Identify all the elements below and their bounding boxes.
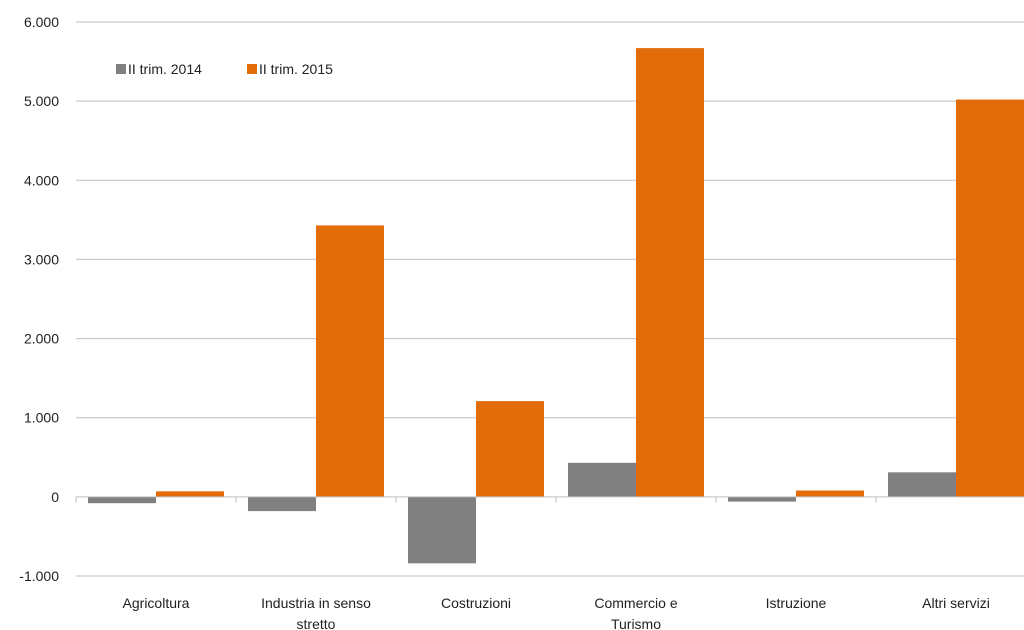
x-category-label: stretto	[297, 616, 336, 630]
legend-label: II trim. 2015	[259, 61, 333, 77]
y-tick-label: 5.000	[24, 93, 59, 109]
x-axis	[75, 496, 1024, 503]
bar-series-2014	[408, 496, 476, 564]
y-tick-label: 4.000	[24, 172, 59, 188]
bar-series-2014	[88, 496, 156, 504]
x-category-label: Turismo	[611, 616, 661, 630]
y-tick-label: 6.000	[24, 14, 59, 30]
y-axis-tick-labels: -1.000 0 1.000 2.000 3.000 4.000 5.000 6.000	[19, 14, 59, 584]
bar-series-2014	[248, 496, 316, 512]
y-tick-label: 1.000	[24, 410, 59, 426]
x-category-label: Industria in senso	[261, 595, 371, 611]
gridlines	[76, 21, 1024, 577]
legend-swatch	[116, 64, 126, 74]
x-category-label: Agricoltura	[123, 595, 190, 611]
bar-series-2015	[156, 491, 224, 497]
legend-swatch	[247, 64, 257, 74]
x-category-label: Altri servizi	[922, 595, 990, 611]
y-tick-label: -1.000	[19, 568, 59, 584]
y-tick-label: 2.000	[24, 331, 59, 347]
bar-series-2015	[796, 490, 864, 497]
legend: II trim. 2014 II trim. 2015	[116, 61, 333, 77]
bar-series-2015	[476, 401, 544, 497]
x-category-label: Commercio e	[594, 595, 677, 611]
x-category-label: Costruzioni	[441, 595, 511, 611]
y-tick-label: 0	[51, 489, 59, 505]
x-category-label: Istruzione	[766, 595, 827, 611]
bar-series-2014	[728, 496, 796, 502]
bar-series-2015	[956, 99, 1024, 497]
x-axis-category-labels: Agricoltura Industria in senso stretto Cost…	[123, 595, 990, 630]
bar-series-2014	[888, 472, 956, 497]
bars	[88, 48, 1024, 564]
y-tick-label: 3.000	[24, 251, 59, 267]
bar-series-2014	[568, 462, 636, 497]
bar-series-2015	[636, 48, 704, 497]
legend-label: II trim. 2014	[128, 61, 202, 77]
bar-series-2015	[316, 225, 384, 497]
